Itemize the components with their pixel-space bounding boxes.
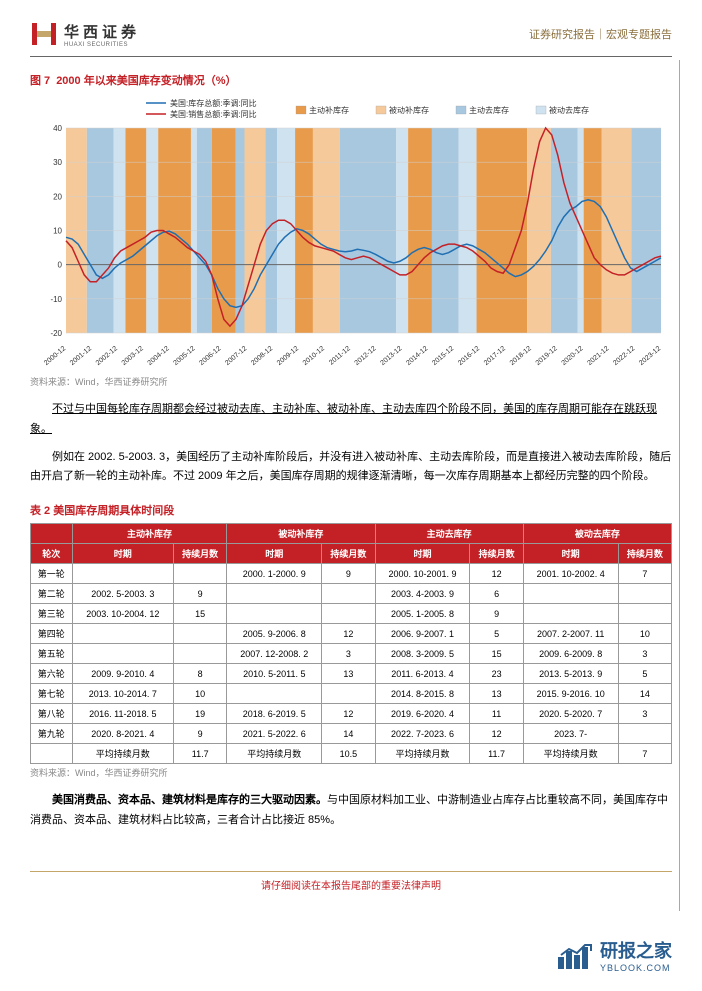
watermark-bars-icon <box>558 941 594 969</box>
watermark: 研报之家 YBLOOK.COM <box>558 937 672 973</box>
huaxi-logo-icon <box>30 20 58 48</box>
table-row: 第八轮2016. 11-2018. 5192018. 6-2019. 51220… <box>31 704 672 724</box>
table-sub-header: 持续月数 <box>470 544 523 564</box>
svg-text:2010-12: 2010-12 <box>302 345 326 367</box>
table-sub-header: 持续月数 <box>174 544 227 564</box>
page-header: 华西证券 HUAXI SECURITIES 证券研究报告｜宏观专题报告 <box>30 20 672 57</box>
table-row: 第九轮2020. 8-2021. 492021. 5-2022. 6142022… <box>31 724 672 744</box>
logo-area: 华西证券 HUAXI SECURITIES <box>30 20 140 48</box>
svg-text:主动去库存: 主动去库存 <box>469 105 509 115</box>
table2-title: 表 2 美国库存周期具体时间段 <box>30 502 672 518</box>
table2: 主动补库存被动补库存主动去库存被动去库存 轮次时期持续月数时期持续月数时期持续月… <box>30 523 672 764</box>
svg-text:2004-12: 2004-12 <box>147 345 171 367</box>
table-row: 第五轮2007. 12-2008. 232008. 3-2009. 515200… <box>31 644 672 664</box>
svg-text:2018-12: 2018-12 <box>509 345 533 367</box>
svg-text:美国:库存总额:季调:同比: 美国:库存总额:季调:同比 <box>170 98 257 108</box>
paragraph2: 美国消费品、资本品、建筑材料是库存的三大驱动因素。与中国原材料加工业、中游制造业… <box>30 791 672 831</box>
table-sub-header: 轮次 <box>31 544 73 564</box>
svg-text:被动补库存: 被动补库存 <box>389 105 429 115</box>
svg-text:2001-12: 2001-12 <box>69 345 93 367</box>
svg-text:2017-12: 2017-12 <box>483 345 507 367</box>
svg-text:2008-12: 2008-12 <box>250 345 274 367</box>
svg-text:2023-12: 2023-12 <box>638 345 662 367</box>
chart-svg: -20 -10 0 10 20 30 40 2000-122001-122002-122003… <box>30 93 672 373</box>
svg-text:2013-12: 2013-12 <box>379 345 403 367</box>
figure7-chart: -20 -10 0 10 20 30 40 2000-122001-122002-122003… <box>30 93 672 373</box>
svg-text:美国:销售总额:季调:同比: 美国:销售总额:季调:同比 <box>170 109 257 119</box>
vertical-accent-line <box>679 60 680 911</box>
svg-text:被动去库存: 被动去库存 <box>549 105 589 115</box>
watermark-text: 研报之家 <box>600 937 672 963</box>
table-sub-header: 时期 <box>523 544 618 564</box>
svg-text:-10: -10 <box>50 295 62 304</box>
table-row: 第三轮2003. 10-2004. 12152005. 1-2005. 89 <box>31 604 672 624</box>
report-type: 证券研究报告｜宏观专题报告 <box>529 26 672 42</box>
company-name-en: HUAXI SECURITIES <box>64 42 140 48</box>
svg-text:2003-12: 2003-12 <box>121 345 145 367</box>
svg-text:2020-12: 2020-12 <box>560 345 584 367</box>
svg-text:2015-12: 2015-12 <box>431 345 455 367</box>
table-avg-row: 平均持续月数11.7平均持续月数10.5平均持续月数11.7平均持续月数7 <box>31 744 672 764</box>
table-row: 第一轮2000. 1-2000. 992000. 10-2001. 912200… <box>31 564 672 584</box>
svg-text:2005-12: 2005-12 <box>172 345 196 367</box>
svg-text:2022-12: 2022-12 <box>612 345 636 367</box>
svg-text:2009-12: 2009-12 <box>276 345 300 367</box>
paragraph1-s1: 不过与中国每轮库存周期都会经过被动去库、主动补库、被动补库、主动去库四个阶段不同… <box>30 400 672 440</box>
table-sub-header: 时期 <box>227 544 322 564</box>
svg-text:2019-12: 2019-12 <box>535 345 559 367</box>
figure7-source: 资料来源：Wind，华西证券研究所 <box>30 375 672 388</box>
svg-text:主动补库存: 主动补库存 <box>309 105 349 115</box>
table-row: 第六轮2009. 9-2010. 482010. 5-2011. 5132011… <box>31 664 672 684</box>
svg-text:20: 20 <box>53 192 62 201</box>
figure7-title: 图 72000 年以来美国库存变动情况（%） <box>30 72 672 88</box>
svg-text:2021-12: 2021-12 <box>586 345 610 367</box>
watermark-url: YBLOOK.COM <box>600 963 672 973</box>
table-row: 第四轮2005. 9-2006. 8122006. 9-2007. 152007… <box>31 624 672 644</box>
svg-text:-20: -20 <box>50 329 62 338</box>
table-sub-header: 持续月数 <box>618 544 671 564</box>
table-sub-header: 时期 <box>375 544 470 564</box>
paragraph1-s2: 例如在 2002. 5-2003. 3，美国经历了主动补库阶段后，并没有进入被动… <box>30 448 672 488</box>
table-row: 第七轮2013. 10-2014. 7102014. 8-2015. 81320… <box>31 684 672 704</box>
svg-text:2006-12: 2006-12 <box>198 345 222 367</box>
svg-text:30: 30 <box>53 158 62 167</box>
table-sub-header: 时期 <box>72 544 173 564</box>
svg-text:2016-12: 2016-12 <box>457 345 481 367</box>
svg-text:2011-12: 2011-12 <box>328 345 352 367</box>
table-row: 第二轮2002. 5-2003. 392003. 4-2003. 96 <box>31 584 672 604</box>
svg-text:40: 40 <box>53 124 62 133</box>
svg-text:2007-12: 2007-12 <box>224 345 248 367</box>
svg-text:0: 0 <box>58 261 63 270</box>
svg-text:10: 10 <box>53 227 62 236</box>
svg-text:2000-12: 2000-12 <box>43 345 67 367</box>
svg-text:2002-12: 2002-12 <box>95 345 119 367</box>
table2-source: 资料来源：Wind，华西证券研究所 <box>30 766 672 779</box>
footer-note: 请仔细阅读在本报告尾部的重要法律声明 <box>30 871 672 892</box>
table-sub-header: 持续月数 <box>322 544 375 564</box>
svg-text:2014-12: 2014-12 <box>405 345 429 367</box>
svg-text:2012-12: 2012-12 <box>354 345 378 367</box>
company-name-cn: 华西证券 <box>64 21 140 42</box>
